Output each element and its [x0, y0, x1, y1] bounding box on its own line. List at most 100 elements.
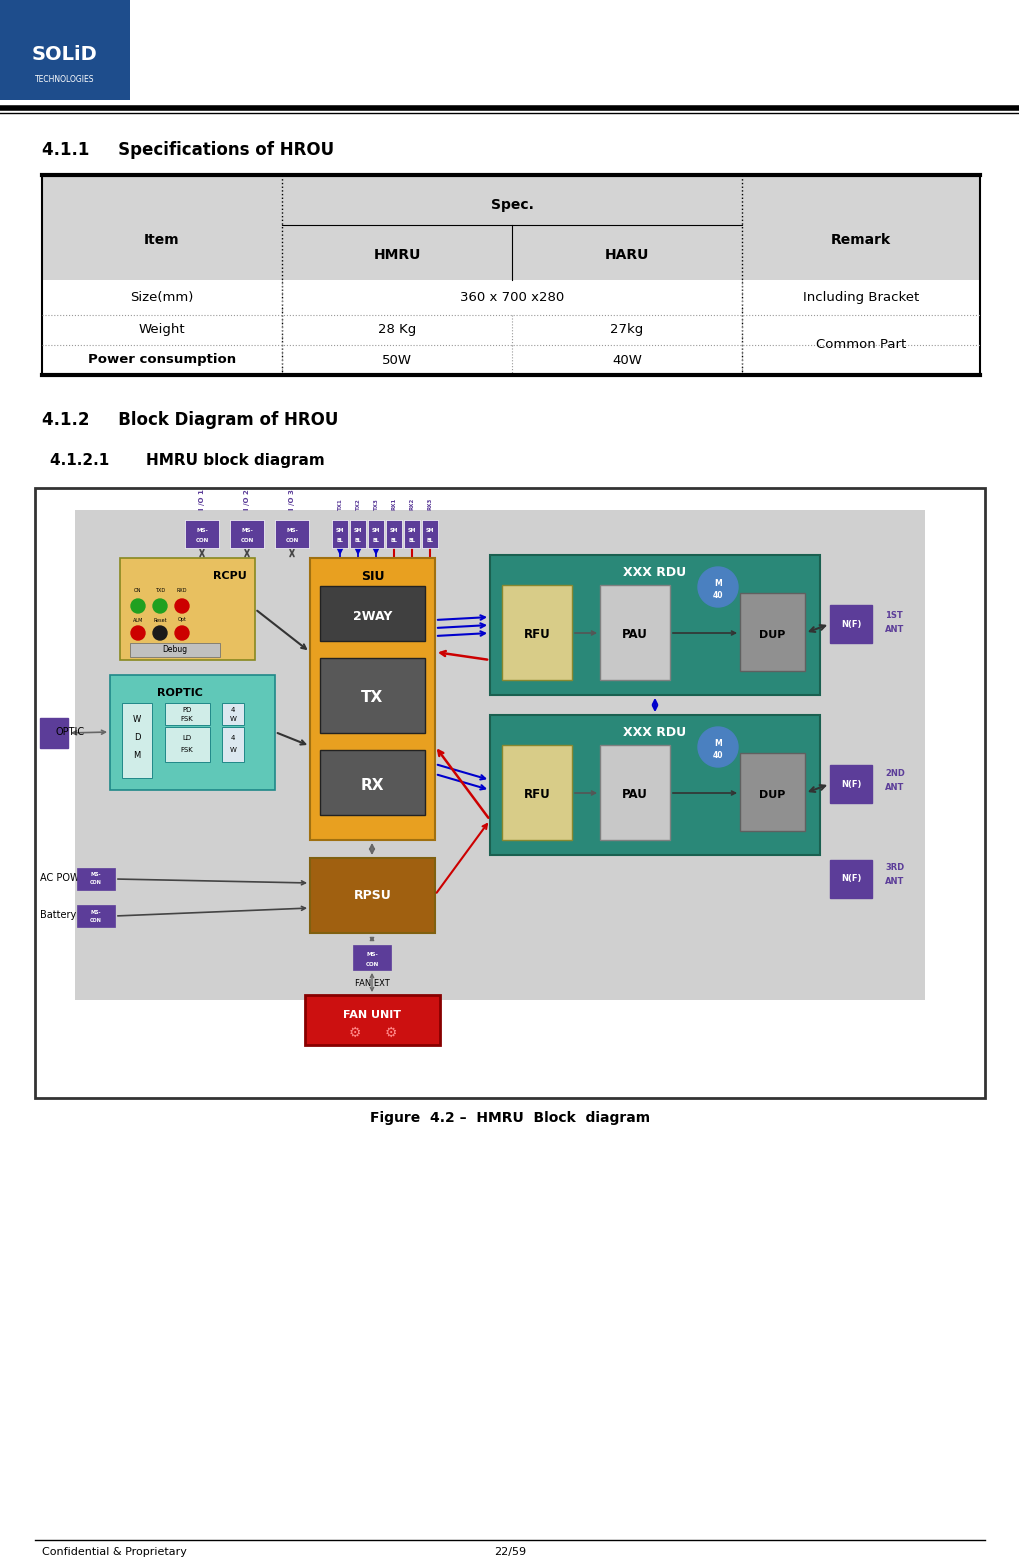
Text: PD: PD	[182, 708, 192, 712]
Text: RX1: RX1	[391, 498, 396, 511]
Bar	[599, 586, 669, 679]
Bar	[404, 520, 420, 548]
Text: TX2: TX2	[356, 498, 360, 511]
Text: BL: BL	[409, 537, 415, 542]
Text: TX3: TX3	[373, 498, 378, 511]
Bar	[422, 520, 437, 548]
Text: CON: CON	[90, 881, 102, 886]
Text: ANT: ANT	[884, 878, 904, 887]
Bar	[501, 745, 572, 840]
Bar	[829, 861, 871, 898]
Text: 1ST: 1ST	[884, 611, 902, 620]
Text: TX1: TX1	[337, 498, 342, 511]
Bar	[320, 586, 425, 640]
Text: ROPTIC: ROPTIC	[157, 687, 203, 698]
Text: 3RD: 3RD	[884, 864, 904, 873]
Bar	[320, 658, 425, 733]
Circle shape	[175, 598, 189, 612]
Text: DUP: DUP	[758, 790, 785, 800]
Bar	[40, 719, 68, 748]
Text: Weight: Weight	[139, 323, 185, 336]
Text: LD: LD	[182, 736, 192, 740]
Text: 4: 4	[230, 736, 235, 740]
Text: Remark: Remark	[830, 233, 891, 247]
Text: 40W: 40W	[611, 353, 641, 367]
Text: TECHNOLOGIES: TECHNOLOGIES	[36, 75, 95, 84]
Bar	[739, 753, 804, 831]
Bar	[501, 586, 572, 679]
Bar	[184, 520, 219, 548]
Text: 360 x 700 x280: 360 x 700 x280	[460, 291, 564, 305]
Text: Confidential & Proprietary: Confidential & Proprietary	[42, 1546, 186, 1557]
Text: RFU: RFU	[523, 789, 550, 801]
Text: BL: BL	[426, 537, 433, 542]
Bar	[385, 520, 401, 548]
Text: 40: 40	[712, 590, 722, 600]
Bar	[110, 675, 275, 790]
Bar	[829, 604, 871, 644]
Text: SM: SM	[389, 528, 397, 533]
Text: RPSU: RPSU	[354, 889, 391, 901]
Bar	[310, 858, 434, 933]
Text: ANT: ANT	[884, 783, 904, 792]
Text: SM: SM	[335, 528, 344, 533]
Text: RX3: RX3	[427, 498, 432, 511]
Text: TXD: TXD	[155, 587, 165, 592]
Text: SM: SM	[425, 528, 434, 533]
Text: ⚙: ⚙	[347, 1026, 361, 1040]
Text: 4: 4	[230, 708, 235, 712]
Text: D: D	[133, 734, 141, 742]
Bar	[305, 995, 439, 1045]
Text: ALM: ALM	[132, 617, 143, 623]
Bar	[739, 594, 804, 672]
Bar	[222, 703, 244, 725]
Text: N(F): N(F)	[840, 620, 860, 628]
Text: Spec.: Spec.	[490, 198, 533, 212]
Bar	[120, 558, 255, 661]
Text: SM: SM	[354, 528, 362, 533]
Text: ⚙: ⚙	[384, 1026, 396, 1040]
Text: RX2: RX2	[409, 498, 414, 511]
Text: 4.1.2     Block Diagram of HROU: 4.1.2 Block Diagram of HROU	[42, 411, 338, 430]
Text: SM: SM	[408, 528, 416, 533]
Text: CON: CON	[285, 537, 299, 542]
Text: MS-: MS-	[286, 528, 298, 533]
Bar	[489, 715, 819, 854]
Text: FSK: FSK	[180, 747, 194, 753]
Bar	[229, 520, 264, 548]
Text: OPTIC: OPTIC	[56, 726, 85, 737]
Text: AC POWER: AC POWER	[40, 873, 93, 883]
Text: BL: BL	[355, 537, 361, 542]
Text: ANT: ANT	[884, 625, 904, 634]
Circle shape	[130, 598, 145, 612]
Text: M: M	[713, 578, 721, 587]
Text: Size(mm): Size(mm)	[130, 291, 194, 305]
Text: Opt: Opt	[177, 617, 186, 623]
Bar	[275, 520, 309, 548]
Text: 22/59: 22/59	[493, 1546, 526, 1557]
Bar	[320, 750, 425, 815]
Text: SM: SM	[371, 528, 380, 533]
Text: MS-: MS-	[91, 873, 101, 878]
Bar	[75, 511, 924, 1000]
Text: RFU: RFU	[523, 628, 550, 642]
Text: Item: Item	[144, 233, 179, 247]
Bar	[165, 703, 210, 725]
Text: SIU: SIU	[361, 570, 384, 583]
Circle shape	[175, 626, 189, 640]
Text: 4.1.1     Specifications of HROU: 4.1.1 Specifications of HROU	[42, 141, 334, 159]
Bar	[165, 726, 210, 762]
Text: N(F): N(F)	[840, 779, 860, 789]
Text: Debug: Debug	[162, 645, 187, 654]
Circle shape	[697, 567, 738, 608]
Text: RCPU: RCPU	[213, 572, 247, 581]
Text: MS-: MS-	[196, 528, 208, 533]
Circle shape	[153, 626, 167, 640]
Text: MS-: MS-	[91, 909, 101, 914]
Text: M: M	[713, 739, 721, 748]
Text: FAN EXT: FAN EXT	[355, 978, 389, 987]
Text: HMRU: HMRU	[373, 248, 420, 262]
Text: Reset: Reset	[153, 617, 167, 623]
Text: BL: BL	[336, 537, 343, 542]
Text: XXX RDU: XXX RDU	[623, 567, 686, 580]
